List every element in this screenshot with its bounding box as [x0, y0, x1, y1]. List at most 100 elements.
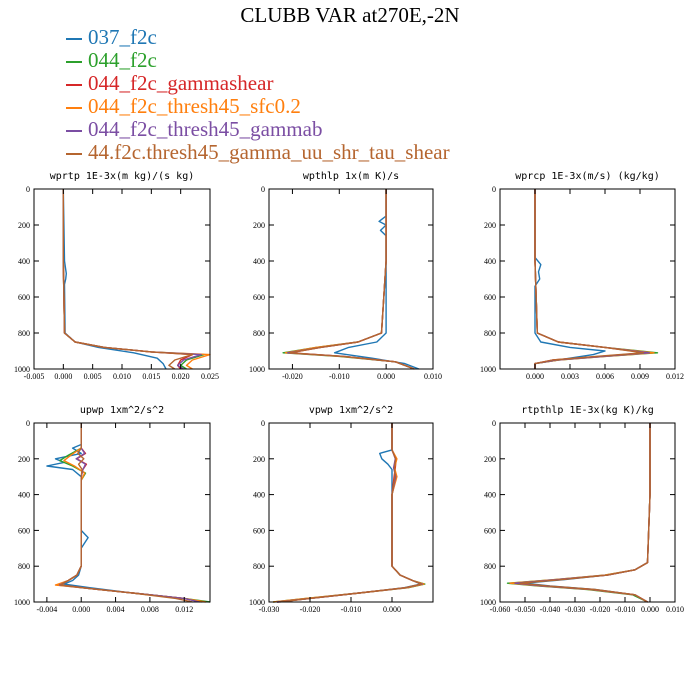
legend-item: 44.f2c.thresh45_gamma_uu_shr_tau_shear [66, 141, 450, 164]
legend-swatch [66, 153, 82, 156]
x-tick-label: 0.010 [113, 372, 131, 381]
x-tick-label: 0.010 [666, 605, 684, 614]
y-tick-label: 800 [253, 562, 265, 571]
y-tick-label: 200 [18, 221, 30, 230]
y-tick-label: 400 [484, 491, 496, 500]
series-line [62, 189, 202, 370]
y-tick-label: 1000 [249, 598, 265, 607]
y-tick-label: 1000 [480, 365, 496, 374]
x-tick-label: 0.000 [377, 372, 395, 381]
series-line [62, 189, 194, 370]
series-line [59, 423, 193, 603]
series-line [524, 423, 651, 603]
subplot-title: wpthlp 1x(m K)/s [303, 171, 399, 182]
legend-item: 037_f2c [66, 26, 450, 49]
legend-swatch [66, 130, 82, 133]
x-tick-label: 0.008 [141, 605, 159, 614]
x-tick-label: 0.006 [596, 372, 614, 381]
legend-label: 044_f2c_gammashear [88, 71, 274, 95]
legend-label: 044_f2c [88, 48, 157, 72]
x-tick-label: -0.004 [37, 605, 58, 614]
x-tick-label: 0.012 [175, 605, 193, 614]
subplot: vpwp 1xm^2/s^2 -0.030 -0.020 -0.010 0.000 0 20… [249, 405, 434, 614]
x-tick-label: 0.010 [424, 372, 442, 381]
plot-frame [499, 422, 676, 603]
y-tick-label: 400 [18, 257, 30, 266]
legend-swatch [66, 38, 82, 41]
subplot-title: wprtp 1E-3x(m kg)/(s kg) [50, 171, 195, 182]
x-tick-label: -0.010 [615, 605, 636, 614]
y-tick-label: 200 [253, 455, 265, 464]
series-line [506, 423, 651, 603]
subplot: wprcp 1E-3x(m/s) (kg/kg) 0.000 0.003 0.006 0… [480, 171, 684, 381]
y-tick-label: 0 [261, 185, 265, 194]
legend-swatch [66, 61, 82, 64]
x-tick-label: 0.005 [84, 372, 102, 381]
y-tick-label: 200 [18, 455, 30, 464]
y-tick-label: 400 [18, 491, 30, 500]
subplot: wpthlp 1x(m K)/s -0.020 -0.010 0.000 0.010 0 2… [249, 171, 442, 381]
series-line [509, 423, 651, 603]
series-line [62, 189, 194, 370]
y-tick-label: 200 [484, 455, 496, 464]
plot-frame [499, 188, 676, 370]
series-line [277, 423, 422, 603]
x-tick-label: 0.025 [201, 372, 219, 381]
series-line [46, 423, 202, 603]
y-tick-label: 1000 [480, 598, 496, 607]
subplot-title: rtpthlp 1E-3x(kg K)/kg [521, 405, 653, 416]
x-tick-label: -0.020 [590, 605, 611, 614]
plot-frame [268, 422, 434, 603]
legend-item: 044_f2c_thresh45_gammab [66, 118, 450, 141]
y-tick-label: 600 [253, 293, 265, 302]
y-tick-label: 800 [253, 329, 265, 338]
series-line [282, 189, 415, 370]
subplot: rtpthlp 1E-3x(kg K)/kg -0.060 -0.050 -0.040… [480, 405, 684, 614]
y-tick-label: 1000 [14, 365, 30, 374]
subplot-title: vpwp 1xm^2/s^2 [309, 405, 393, 416]
series-group [282, 189, 420, 370]
x-tick-label: -0.030 [259, 605, 280, 614]
series-line [534, 189, 659, 369]
y-tick-label: 800 [18, 562, 30, 571]
x-tick-label: 0.009 [631, 372, 649, 381]
series-line [289, 189, 415, 370]
x-tick-label: -0.040 [540, 605, 561, 614]
x-tick-label: 0.012 [666, 372, 684, 381]
plot-frame [268, 188, 434, 370]
y-tick-label: 800 [484, 329, 496, 338]
y-tick-label: 1000 [249, 365, 265, 374]
legend-label: 037_f2c [88, 25, 157, 49]
x-tick-label: 0.000 [72, 605, 90, 614]
x-tick-label: -0.010 [329, 372, 350, 381]
series-group [46, 423, 211, 603]
y-tick-label: 400 [253, 491, 265, 500]
x-tick-label: 0.000 [383, 605, 401, 614]
series-group [62, 188, 211, 370]
y-tick-label: 400 [484, 257, 496, 266]
subplot: upwp 1xm^2/s^2 -0.004 0.000 0.004 0.008 0.012… [14, 405, 211, 614]
x-tick-label: 0.000 [526, 372, 544, 381]
series-line [534, 189, 647, 369]
legend-label: 044_f2c_thresh45_gammab [88, 117, 323, 141]
series-group [534, 189, 659, 369]
legend: 037_f2c 044_f2c 044_f2c_gammashear 044_f… [66, 26, 450, 164]
series-line [279, 423, 423, 603]
series-line [534, 189, 606, 369]
x-tick-label: -0.030 [565, 605, 586, 614]
series-line [534, 189, 650, 369]
series-line [284, 189, 415, 370]
legend-item: 044_f2c_gammashear [66, 72, 450, 95]
y-tick-label: 200 [253, 221, 265, 230]
x-tick-label: 0.003 [561, 372, 579, 381]
series-line [333, 189, 420, 370]
y-tick-label: 600 [484, 293, 496, 302]
series-group [506, 423, 651, 603]
legend-item: 044_f2c [66, 49, 450, 72]
figure-title: CLUBB VAR at270E,-2N [240, 3, 460, 27]
series-line [516, 423, 651, 603]
y-tick-label: 1000 [14, 598, 30, 607]
y-tick-label: 0 [26, 419, 30, 428]
y-tick-label: 0 [26, 185, 30, 194]
